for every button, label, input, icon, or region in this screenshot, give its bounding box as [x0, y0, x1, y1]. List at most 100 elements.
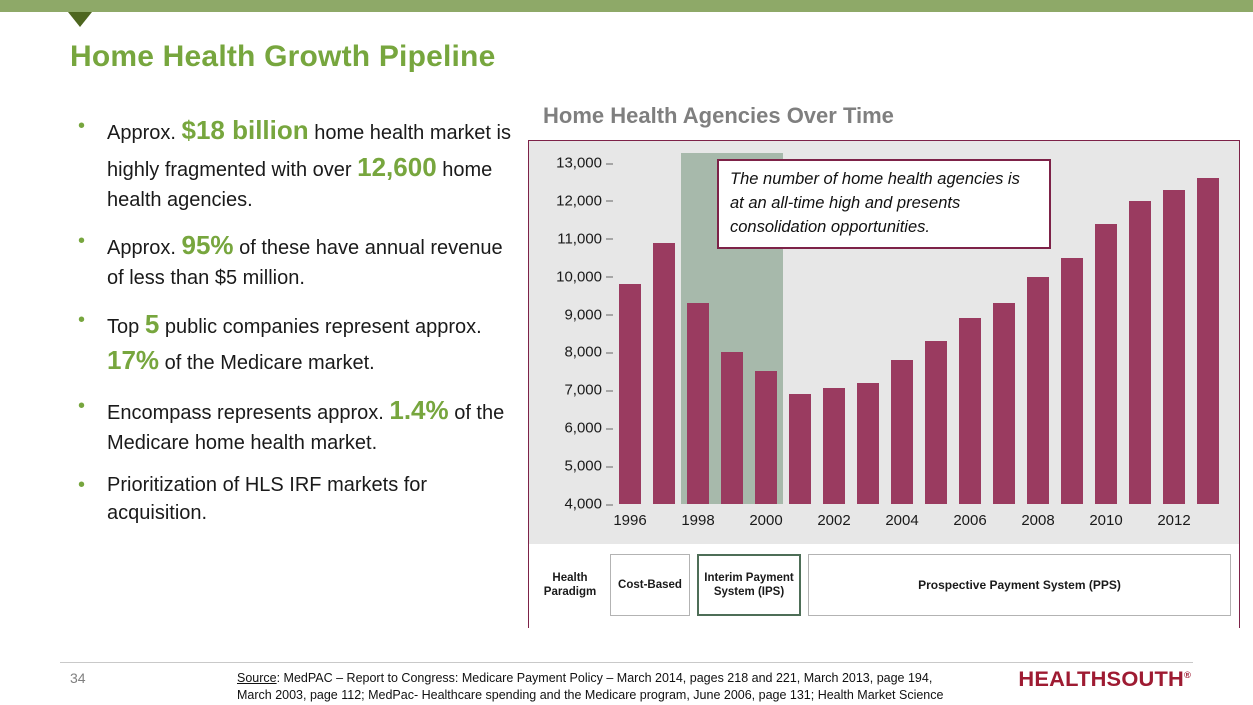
x-tick-2001 — [783, 512, 817, 538]
bar-slot-2008 — [1021, 163, 1055, 504]
x-tick-2002: 2002 — [817, 512, 851, 529]
bar-slot-1998 — [681, 163, 715, 504]
highlight-figure: 5 — [144, 308, 160, 339]
logo-text: HEALTHSOUTH — [1018, 668, 1184, 691]
registered-mark: ® — [1183, 670, 1191, 680]
bullet-text: Approx. — [107, 122, 182, 144]
bullet-item: Encompass represents approx. 1.4% of the… — [70, 392, 522, 457]
bar-2004 — [891, 360, 913, 504]
bar-1999 — [721, 352, 743, 504]
y-tick-label: 4,000 — [564, 496, 613, 513]
bar-slot-1997 — [647, 163, 681, 504]
bar-2002 — [823, 388, 845, 504]
bullet-text: Encompass represents approx. — [107, 402, 390, 425]
bar-slot-2009 — [1055, 163, 1089, 504]
y-tick-label: 5,000 — [564, 458, 613, 475]
bar-slot-2005 — [919, 163, 953, 504]
bullet-text: Top — [107, 315, 145, 338]
y-tick-label: 10,000 — [556, 268, 613, 285]
chart-annotation: The number of home health agencies is at… — [717, 159, 1051, 249]
bar-2006 — [959, 318, 981, 504]
y-tick-label: 7,000 — [564, 382, 613, 399]
x-tick-2008: 2008 — [1021, 512, 1055, 529]
bar-slot-2000 — [749, 163, 783, 504]
bullet-text: home health market is highly fragmented … — [107, 122, 511, 181]
bar-2008 — [1027, 276, 1049, 504]
bar-slot-1999 — [715, 163, 749, 504]
top-accent-bar — [0, 0, 1253, 12]
bullet-item: Approx. 95% of these have annual revenue… — [70, 227, 522, 292]
bullet-item: Top 5 public companies represent approx.… — [70, 306, 522, 380]
chart-title: Home Health Agencies Over Time — [543, 103, 894, 128]
y-tick-label: 9,000 — [564, 306, 613, 323]
bullet-list: Approx. $18 billion home health market i… — [70, 112, 522, 527]
bullet-column: Approx. $18 billion home health market i… — [70, 112, 522, 540]
payment-period-pps: Prospective Payment System (PPS) — [808, 554, 1231, 616]
payment-timeline: Health Paradigm Cost-Based Interim Payme… — [529, 544, 1239, 629]
bar-2009 — [1061, 257, 1083, 504]
x-tick-2005 — [919, 512, 953, 538]
bullet-item: Approx. $18 billion home health market i… — [70, 112, 522, 214]
bar-1996 — [619, 284, 641, 504]
bar-2003 — [857, 382, 879, 504]
footer-divider — [60, 662, 1193, 663]
x-tick-1998: 1998 — [681, 512, 715, 529]
highlight-figure: 1.4% — [389, 395, 449, 426]
x-tick-2004: 2004 — [885, 512, 919, 529]
chart-panel: 13,000 12,000 11,000 10,000 9,000 8,000 7,000 6… — [528, 140, 1240, 629]
bar-2001 — [789, 394, 811, 504]
payment-period-ips: Interim Payment System (IPS) — [697, 554, 801, 616]
x-tick-2006: 2006 — [953, 512, 987, 529]
bar-1997 — [653, 242, 675, 504]
x-tick-2013 — [1191, 512, 1225, 538]
bullet-text: home health agencies. — [107, 158, 493, 211]
source-text-line2: March 2003, page 112; MedPac- Healthcare… — [237, 687, 944, 702]
x-tick-2010: 2010 — [1089, 512, 1123, 529]
bar-2005 — [925, 341, 947, 504]
bullet-text: public companies represent approx. — [159, 315, 482, 338]
x-tick-2007 — [987, 512, 1021, 538]
highlight-figure: $18 billion — [181, 115, 309, 145]
bar-slot-2002 — [817, 163, 851, 504]
bullet-item: Prioritization of HLS IRF markets for ac… — [70, 471, 522, 528]
page-title: Home Health Growth Pipeline — [70, 40, 496, 73]
bar-slot-2003 — [851, 163, 885, 504]
x-tick-2003 — [851, 512, 885, 538]
x-tick-1997 — [647, 512, 681, 538]
bar-plot — [613, 153, 1225, 504]
payment-header: Health Paradigm — [537, 554, 603, 616]
highlight-figure: 17% — [107, 345, 160, 376]
chart-plot-area: 13,000 12,000 11,000 10,000 9,000 8,000 7,000 6… — [529, 141, 1239, 544]
bar-2012 — [1163, 189, 1185, 504]
bar-slot-2007 — [987, 163, 1021, 504]
x-tick-2012: 2012 — [1157, 512, 1191, 529]
bar-2011 — [1129, 200, 1151, 504]
x-tick-2011 — [1123, 512, 1157, 538]
x-tick-2009 — [1055, 512, 1089, 538]
bar-2000 — [755, 371, 777, 504]
bar-1998 — [687, 303, 709, 504]
page-number: 34 — [70, 670, 86, 686]
bullet-text: Approx. — [107, 237, 182, 260]
bar-2010 — [1095, 223, 1117, 504]
bar-slot-2012 — [1157, 163, 1191, 504]
plot-column: 1996 1998 2000 2002 2004 2006 2008 2010 2012 — [613, 153, 1225, 544]
y-tick-label: 13,000 — [556, 155, 613, 172]
source-label: Source — [237, 671, 277, 685]
y-tick-label: 8,000 — [564, 344, 613, 361]
bar-slot-2011 — [1123, 163, 1157, 504]
x-tick-2000: 2000 — [749, 512, 783, 529]
y-axis: 13,000 12,000 11,000 10,000 9,000 8,000 7,000 6… — [539, 155, 613, 513]
bullet-text: of the Medicare market. — [159, 352, 375, 375]
y-tick-label: 6,000 — [564, 420, 613, 437]
source-citation: Source: MedPAC – Report to Congress: Med… — [237, 670, 997, 703]
y-tick-label: 12,000 — [556, 192, 613, 209]
payment-period-cost-based: Cost-Based — [610, 554, 690, 616]
bar-2007 — [993, 303, 1015, 504]
bar-2013 — [1197, 178, 1219, 504]
bullet-text: Prioritization of HLS IRF markets for ac… — [107, 473, 428, 524]
x-tick-1999 — [715, 512, 749, 538]
bar-slot-2006 — [953, 163, 987, 504]
highlight-figure: 95% — [181, 230, 234, 261]
